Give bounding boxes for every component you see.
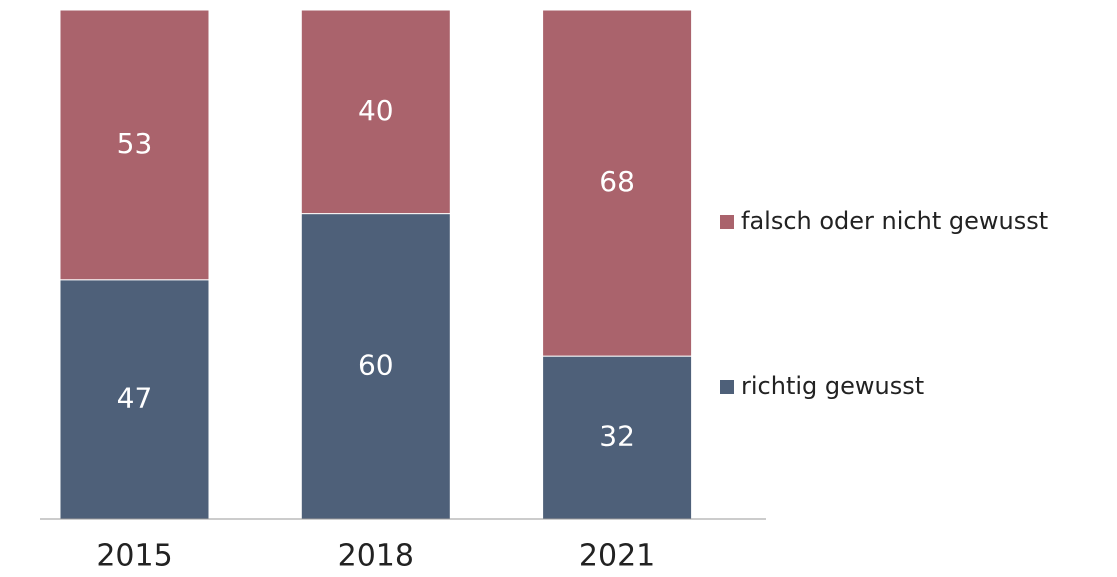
bar-segment — [542, 9, 693, 357]
bar-segment — [542, 355, 693, 520]
legend-label: falsch oder nicht gewusst — [741, 207, 1048, 235]
legend-swatch — [720, 215, 734, 229]
bar-segment — [59, 279, 210, 520]
data-label: 68 — [599, 165, 635, 198]
x-tick-label: 2021 — [579, 539, 655, 574]
bar-segment — [59, 9, 210, 281]
data-label: 47 — [117, 381, 153, 414]
data-label: 40 — [358, 94, 394, 127]
x-tick-label: 2018 — [338, 539, 414, 574]
x-tick-label: 2015 — [96, 539, 172, 574]
bar-segment — [300, 9, 451, 215]
data-label: 53 — [117, 127, 153, 160]
data-label: 60 — [358, 348, 394, 381]
legend-label: richtig gewusst — [741, 372, 924, 400]
data-label: 32 — [599, 420, 635, 453]
legend-swatch — [720, 380, 734, 394]
